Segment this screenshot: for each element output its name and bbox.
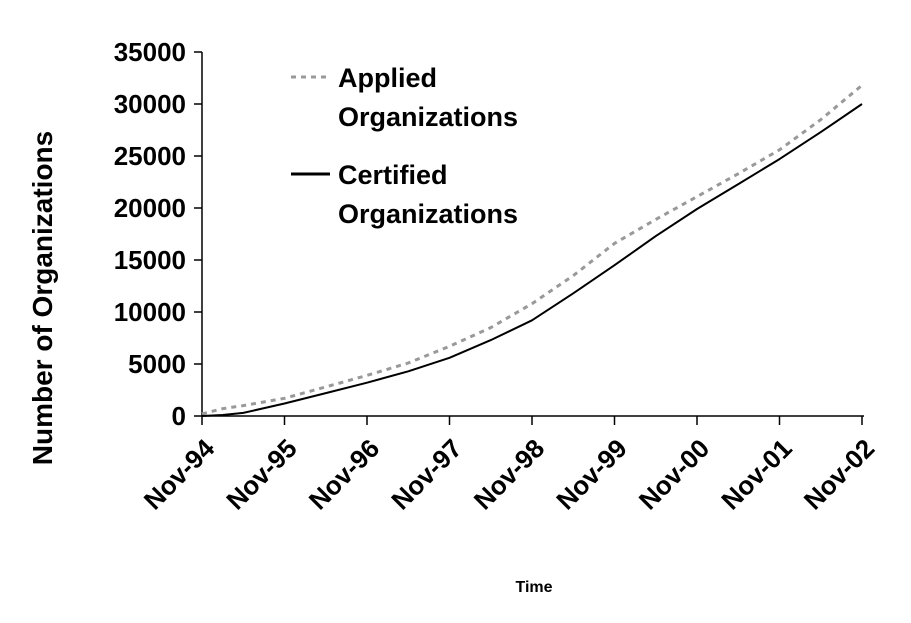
x-tick-label: Nov-97 bbox=[385, 433, 468, 516]
legend-label-applied-line2: Organizations bbox=[338, 102, 518, 132]
y-tick-label: 10000 bbox=[114, 297, 186, 327]
y-axis-title: Number of Organizations bbox=[27, 131, 58, 465]
y-tick-label: 5000 bbox=[128, 349, 186, 379]
y-tick-label: 30000 bbox=[114, 89, 186, 119]
x-axis-title: Time bbox=[515, 579, 552, 596]
series-line-certified bbox=[201, 103, 863, 417]
chart-series bbox=[201, 84, 863, 417]
x-tick-label: Nov-98 bbox=[468, 433, 551, 516]
x-tick-label: Nov-99 bbox=[550, 433, 633, 516]
y-tick-label: 25000 bbox=[114, 141, 186, 171]
legend: Applied Organizations Certified Organiza… bbox=[291, 63, 518, 229]
x-tick-label: Nov-01 bbox=[715, 433, 798, 516]
y-tick-label: 15000 bbox=[114, 245, 186, 275]
x-tick-label: Nov-94 bbox=[138, 433, 221, 516]
y-tick-label: 35000 bbox=[114, 37, 186, 67]
x-tick-label: Nov-95 bbox=[220, 433, 303, 516]
legend-label-applied-line1: Applied bbox=[338, 63, 437, 93]
y-tick-label: 20000 bbox=[114, 193, 186, 223]
x-tick-label: Nov-00 bbox=[633, 433, 716, 516]
x-tick-label: Nov-02 bbox=[798, 433, 881, 516]
x-tick-label: Nov-96 bbox=[303, 433, 386, 516]
y-tick-label: 0 bbox=[172, 401, 186, 431]
legend-label-certified-line2: Organizations bbox=[338, 199, 518, 229]
series-line-applied bbox=[201, 84, 863, 416]
legend-label-certified-line1: Certified bbox=[338, 160, 448, 190]
